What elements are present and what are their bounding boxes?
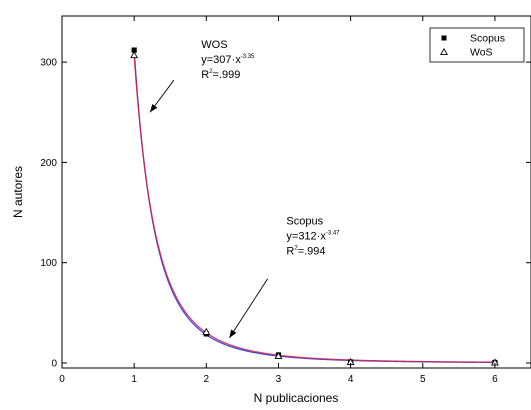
annotation-title: Scopus <box>286 216 323 228</box>
x-tick-label: 4 <box>348 374 354 385</box>
legend-label: Scopus <box>470 33 505 45</box>
scopus-point <box>131 47 137 53</box>
y-tick-label: 100 <box>40 258 57 269</box>
annotation-arrow-line <box>229 278 269 339</box>
wos-point <box>202 327 211 335</box>
annotation-equation: y=312·x-3.47 <box>286 231 340 243</box>
annotation-r2: R2=.999 <box>201 69 240 81</box>
legend-item-scopus: Scopus <box>441 33 505 45</box>
annotation-equation: y=307·x-3.35 <box>201 54 255 66</box>
annotation-arrow-head <box>150 103 158 113</box>
x-axis-title: N publicaciones <box>254 391 339 405</box>
fit-curves <box>133 50 495 364</box>
x-tick-label: 1 <box>131 374 137 385</box>
legend-item-wos: WoS <box>440 47 493 59</box>
wos-point <box>274 351 283 359</box>
legend: Scopus WoS <box>429 27 525 63</box>
fit-curve-wos <box>133 55 495 363</box>
x-tick-label: 2 <box>204 374 210 385</box>
annotation-arrow-head <box>229 329 237 338</box>
legend-marker-square <box>441 35 447 41</box>
x-tick-label: 0 <box>59 374 65 385</box>
y-tick-label: 200 <box>40 158 57 169</box>
legend-box <box>429 27 525 63</box>
axis-ticks: 0 1 2 3 4 5 6 0 100 200 300 <box>40 16 531 385</box>
annotation-wos: WOS y=307·x-3.35 R2=.999 <box>149 39 255 113</box>
y-axis-title: N autores <box>11 166 25 218</box>
y-tick-label: 300 <box>40 58 57 69</box>
annotation-r2: R2=.994 <box>286 246 325 258</box>
x-tick-label: 3 <box>276 374 282 385</box>
legend-label: WoS <box>470 47 493 59</box>
plot-area <box>61 15 531 369</box>
annotation-title: WOS <box>201 39 227 51</box>
wos-point <box>130 50 139 59</box>
y-tick-label: 0 <box>51 358 57 369</box>
legend-marker-triangle <box>440 47 448 56</box>
annotation-scopus: Scopus y=312·x-3.47 R2=.994 <box>229 216 340 339</box>
x-tick-label: 5 <box>420 374 426 385</box>
x-tick-label: 6 <box>492 374 498 385</box>
annotations: WOS y=307·x-3.35 R2=.999 Scopus y=312·x-3.47… <box>149 39 340 339</box>
